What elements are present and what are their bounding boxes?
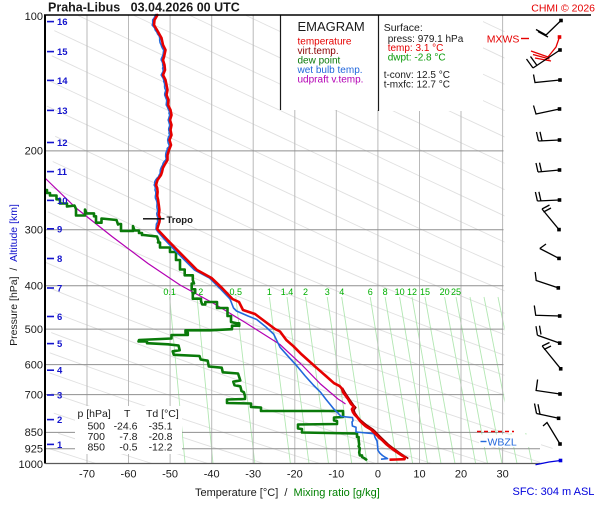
svg-text:25: 25 (451, 287, 461, 297)
svg-text:15: 15 (57, 47, 68, 58)
svg-text:12: 12 (407, 287, 417, 297)
svg-text:Praha-Libus 03.04.2026 00 UT: Praha-Libus 03.04.2026 00 UTC (48, 1, 240, 15)
svg-text:t-mxfc: 12.7 °C: t-mxfc: 12.7 °C (384, 80, 450, 91)
svg-text:8: 8 (383, 287, 388, 297)
svg-text:WBZL: WBZL (488, 437, 517, 449)
svg-text:p [hPa]: p [hPa] (78, 408, 111, 420)
svg-text:-40: -40 (204, 469, 220, 481)
svg-text:14: 14 (57, 76, 68, 87)
svg-text:13: 13 (57, 106, 68, 117)
svg-text:10: 10 (413, 469, 425, 481)
svg-text:-12.2: -12.2 (149, 442, 173, 454)
svg-text:1.4: 1.4 (281, 287, 294, 297)
svg-text:10: 10 (395, 287, 405, 297)
svg-text:Td [°C]: Td [°C] (146, 408, 179, 420)
svg-text:925: 925 (25, 444, 43, 456)
svg-text:-20: -20 (287, 469, 303, 481)
svg-text:5: 5 (57, 339, 63, 350)
svg-text:700: 700 (25, 389, 43, 401)
svg-text:850: 850 (87, 442, 105, 454)
svg-text:Pressure [hPa] / Altitude [k: Pressure [hPa] / Altitude [km] (8, 204, 20, 346)
svg-text:4: 4 (57, 366, 63, 377)
svg-text:1: 1 (57, 440, 63, 451)
svg-text:EMAGRAM: EMAGRAM (298, 19, 365, 34)
svg-text:1: 1 (267, 287, 272, 297)
svg-text:16: 16 (57, 17, 68, 28)
svg-text:-70: -70 (79, 469, 95, 481)
svg-text:100: 100 (25, 11, 43, 23)
svg-text:2: 2 (57, 415, 62, 426)
svg-text:CHMI © 2026: CHMI © 2026 (531, 3, 595, 15)
svg-text:3: 3 (325, 287, 330, 297)
svg-text:12: 12 (57, 138, 68, 149)
svg-text:400: 400 (25, 281, 43, 293)
svg-text:udpraft v.temp.: udpraft v.temp. (298, 75, 364, 86)
svg-text:0: 0 (375, 469, 381, 481)
svg-text:7: 7 (57, 284, 62, 295)
svg-text:6: 6 (368, 287, 373, 297)
svg-text:30: 30 (496, 469, 508, 481)
svg-text:SFC: 304 m ASL: SFC: 304 m ASL (513, 486, 595, 498)
svg-text:T: T (124, 408, 131, 420)
svg-text:Temperature [°C] / Mixing ra: Temperature [°C] / Mixing ratio [g/kg] (195, 487, 380, 499)
svg-text:20: 20 (455, 469, 467, 481)
svg-text:300: 300 (25, 225, 43, 237)
svg-text:-60: -60 (121, 469, 137, 481)
svg-text:850: 850 (25, 427, 43, 439)
svg-text:6: 6 (57, 312, 62, 323)
svg-text:20: 20 (440, 287, 450, 297)
svg-text:-30: -30 (245, 469, 261, 481)
svg-text:-50: -50 (162, 469, 178, 481)
svg-text:8: 8 (57, 254, 62, 265)
svg-text:MXWS: MXWS (487, 34, 520, 46)
svg-text:Tropo: Tropo (167, 215, 194, 226)
svg-text:0.1: 0.1 (163, 287, 176, 297)
svg-text:10: 10 (57, 196, 68, 207)
svg-text:1000: 1000 (19, 459, 43, 471)
svg-text:500: 500 (25, 324, 43, 336)
svg-text:4: 4 (339, 287, 344, 297)
svg-text:3: 3 (57, 391, 62, 402)
svg-text:0.5: 0.5 (230, 287, 243, 297)
svg-text:2: 2 (303, 287, 308, 297)
svg-text:dwpt: -2.8 °C: dwpt: -2.8 °C (388, 53, 446, 64)
svg-text:200: 200 (25, 146, 43, 158)
svg-text:Surface:: Surface: (384, 22, 423, 34)
svg-text:15: 15 (420, 287, 430, 297)
svg-text:11: 11 (57, 167, 68, 178)
svg-text:-0.5: -0.5 (119, 442, 137, 454)
svg-text:600: 600 (25, 359, 43, 371)
svg-text:9: 9 (57, 224, 62, 235)
svg-text:-10: -10 (328, 469, 344, 481)
